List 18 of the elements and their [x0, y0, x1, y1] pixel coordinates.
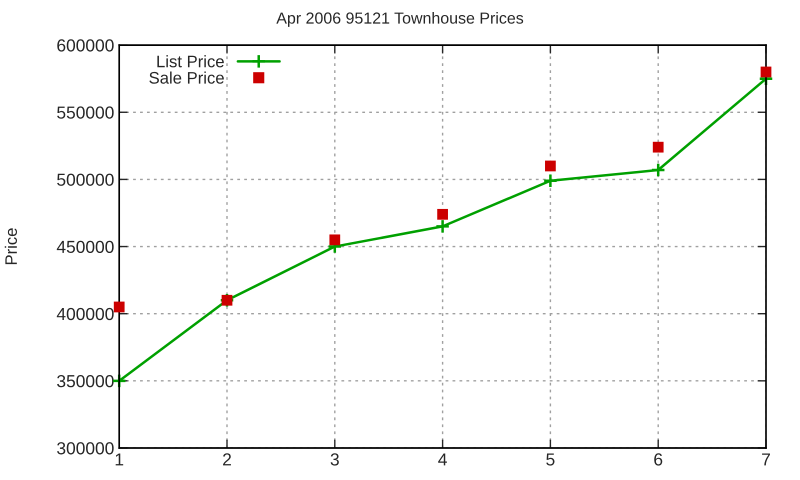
x-tick-label: 1 [116, 453, 124, 466]
y-tick-label: 600000 [57, 39, 114, 52]
x-tick-label: 3 [330, 453, 339, 466]
y-tick-label: 450000 [56, 240, 114, 254]
y-tick-label: 300000 [57, 442, 114, 454]
y-axis-title: Price [4, 228, 18, 264]
chart-title: Apr 2006 95121 Townhouse Prices [276, 12, 524, 27]
y-tick-label: 500000 [57, 174, 114, 186]
legend-label: List Price [157, 55, 224, 68]
y-tick-label: 350000 [57, 375, 114, 388]
y-tick-label: 550000 [57, 106, 114, 119]
x-tick-label: 4 [438, 453, 447, 466]
y-tick-label: 400000 [56, 308, 114, 320]
x-tick-label: 7 [762, 453, 770, 466]
x-tick-label: 5 [546, 453, 554, 466]
x-tick-label: 6 [654, 453, 662, 466]
legend-label: Sale Price [149, 71, 224, 84]
x-tick-label: 2 [223, 453, 231, 466]
